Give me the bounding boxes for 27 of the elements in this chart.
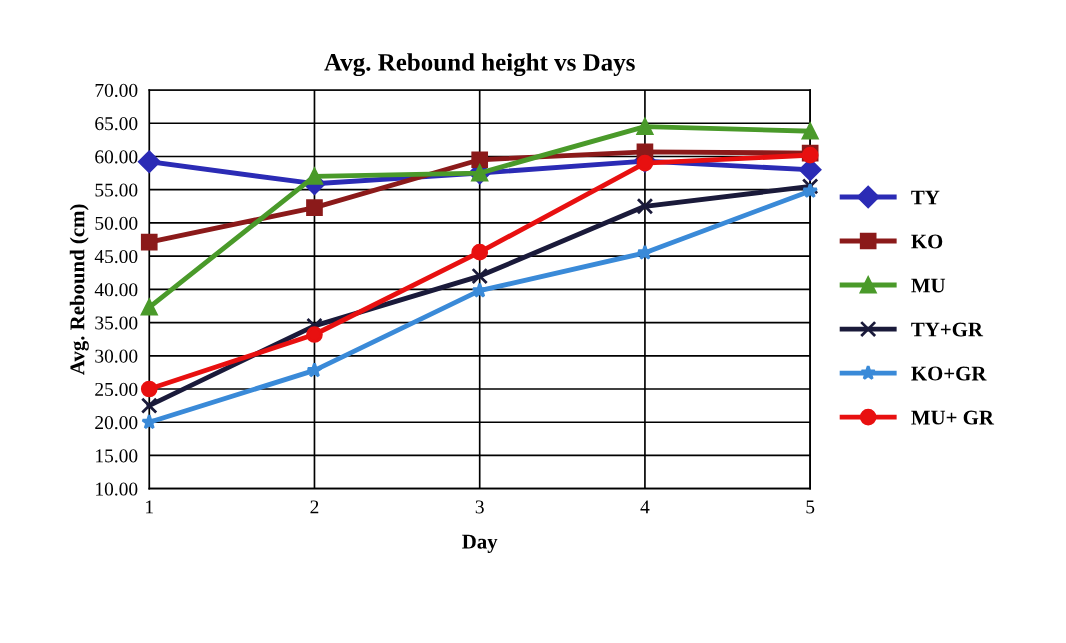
x-tick-label: 3 [475,500,484,514]
y-tick-label: 20.00 [95,416,138,430]
legend-label: MU [911,278,946,293]
y-tick-label: 50.00 [95,216,138,230]
x-tick-label: 5 [806,500,815,514]
y-tick-label: 55.00 [95,183,138,197]
chart-title: Avg. Rebound height vs Days [324,53,635,77]
x-axis-title: Day [462,534,498,553]
y-tick-label: 65.00 [95,117,138,131]
legend-label: TY [911,190,940,205]
y-tick-label: 15.00 [96,449,138,463]
x-tick-label: 2 [310,500,319,514]
y-axis-title: Avg. Rebound (cm) [69,204,89,375]
y-tick-label: 35.00 [95,316,138,330]
y-tick-label: 10.00 [96,482,138,496]
legend-label: TY+GR [911,322,984,337]
x-tick-label: 4 [640,500,650,514]
y-tick-label: 70.00 [95,83,138,98]
legend-label: KO [911,234,943,249]
y-tick-label: 60.00 [95,150,138,164]
y-tick-label: 30.00 [95,349,138,363]
legend-label: MU+ GR [911,410,995,425]
y-tick-label: 40.00 [94,283,138,297]
legend-label: KO+GR [911,366,987,381]
y-tick-label: 45.00 [94,249,138,264]
x-tick-label: 1 [146,500,153,514]
y-tick-label: 25.00 [95,382,138,397]
